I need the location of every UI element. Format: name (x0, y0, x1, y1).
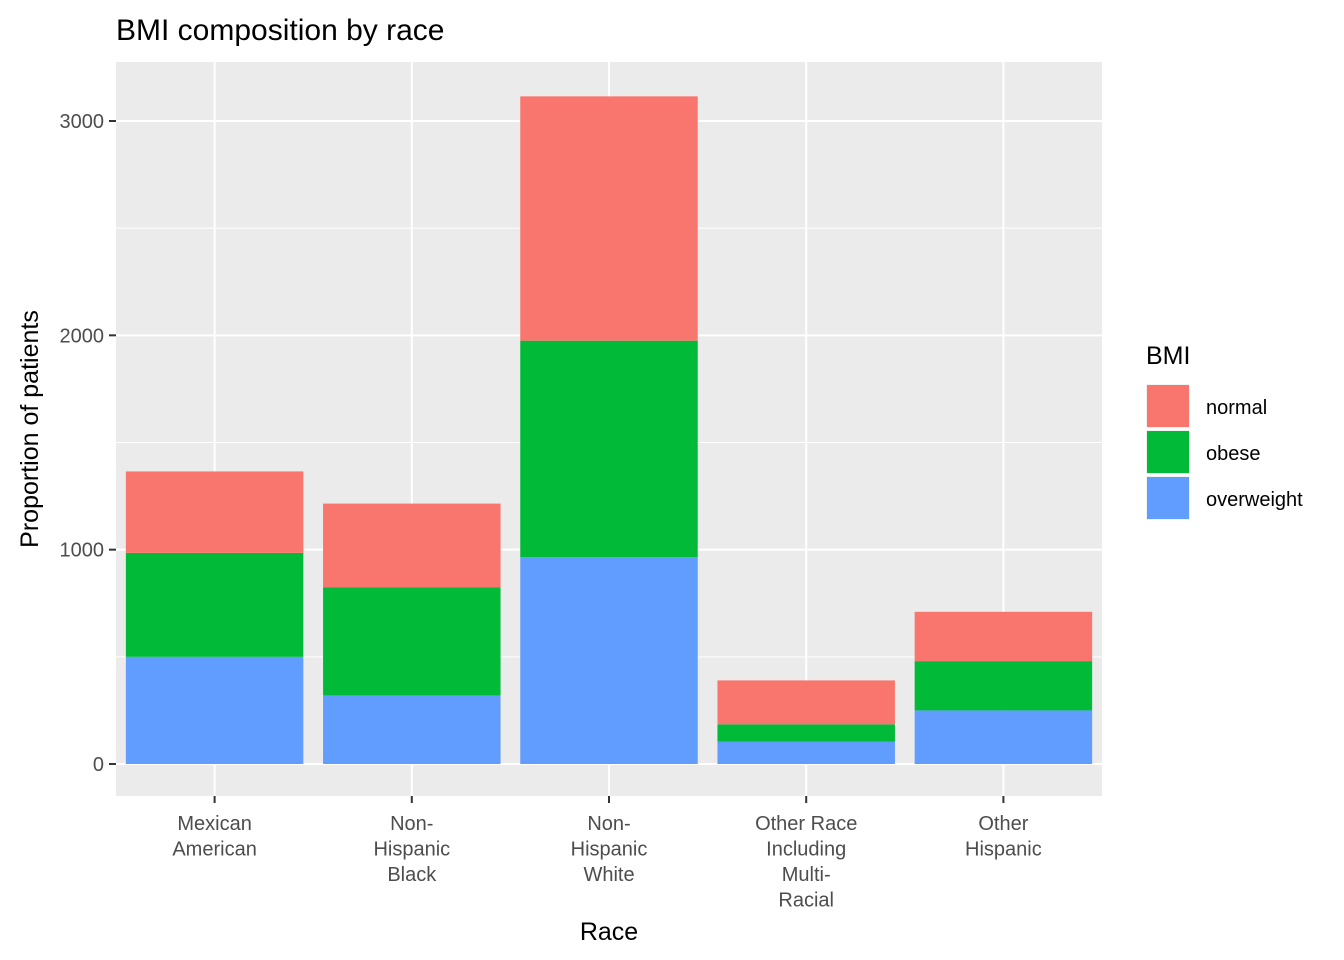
legend-title: BMI (1146, 342, 1190, 370)
x-tick-label-line: Hispanic (571, 839, 648, 861)
y-tick-label: 3000 (60, 111, 105, 133)
x-tick-label-line: Including (766, 839, 846, 861)
x-tick-label-line: Other (978, 813, 1028, 835)
x-tick-label-line: White (583, 864, 634, 886)
x-tick-label-line: Hispanic (373, 839, 450, 861)
legend-label-overweight: overweight (1206, 489, 1303, 511)
bar-segment-obese (125, 552, 304, 657)
bar-segment-overweight (914, 710, 1093, 764)
legend-label-obese: obese (1206, 443, 1261, 465)
x-tick-label-line: Multi- (782, 864, 831, 886)
x-tick-label: Other Race Including Multi- Racial (755, 813, 857, 912)
bar-segment-overweight (717, 741, 895, 764)
x-tick-label-line: Non- (587, 813, 630, 835)
bar-segment-obese (323, 587, 501, 696)
bar-segment-obese (717, 724, 895, 742)
x-tick-label-line: Mexican (177, 813, 251, 835)
legend-label-normal: normal (1206, 397, 1267, 419)
bar-segment-obese (914, 661, 1093, 711)
bar-segment-overweight (323, 695, 501, 764)
y-axis: 0 1000 2000 3000 (60, 111, 116, 776)
bar-segment-normal (125, 471, 304, 553)
y-tick-label: 1000 (60, 540, 105, 562)
x-tick-label-line: Hispanic (965, 839, 1042, 861)
bar-segment-overweight (125, 656, 304, 764)
bar-segment-normal (717, 680, 895, 725)
legend: BMI normal obese overweight (1146, 342, 1303, 520)
y-axis-title: Proportion of patients (16, 310, 44, 548)
bar-segment-overweight (520, 557, 698, 764)
x-axis: Mexican American Non- Hispanic Black Non- Hisp… (172, 796, 1042, 912)
legend-key-obese (1147, 431, 1189, 473)
x-tick-label: Mexican American (172, 813, 256, 861)
bar-segment-normal (914, 611, 1093, 662)
x-tick-label-line: Black (387, 864, 437, 886)
legend-key-normal (1147, 385, 1189, 427)
x-tick-label: Non- Hispanic Black (373, 813, 450, 886)
legend-key-overweight (1147, 477, 1189, 519)
chart-title: BMI composition by race (116, 14, 444, 47)
y-tick-label: 0 (93, 754, 104, 776)
bar-segment-obese (520, 340, 698, 558)
x-tick-label: Non- Hispanic White (571, 813, 648, 886)
bar-segment-normal (520, 96, 698, 341)
x-tick-label-line: American (172, 839, 256, 861)
x-tick-label-line: Non- (390, 813, 433, 835)
bar-segment-normal (323, 503, 501, 588)
x-tick-label-line: Other Race (755, 813, 857, 835)
x-axis-title: Race (580, 918, 638, 946)
y-tick-label: 2000 (60, 325, 105, 347)
x-tick-label: Other Hispanic (965, 813, 1042, 861)
x-tick-label-line: Racial (778, 890, 834, 912)
bars (125, 96, 1093, 764)
